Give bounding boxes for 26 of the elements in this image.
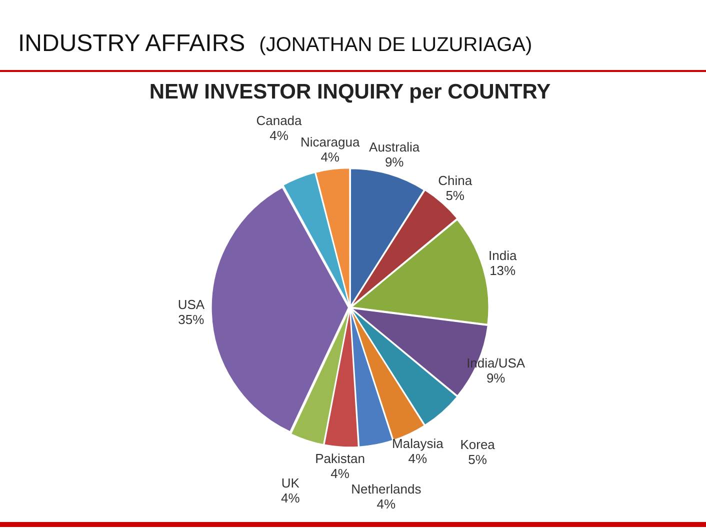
data-label: 4% <box>376 496 396 512</box>
slice-label: UK <box>281 476 300 491</box>
slice-label: Netherlands <box>351 482 422 497</box>
data-label: 9% <box>486 370 506 386</box>
slice-label: Canada <box>256 112 303 128</box>
chart-title: NEW INVESTOR INQUIRY per COUNTRY <box>149 80 551 104</box>
slice-label: India <box>488 248 518 263</box>
slice-label: China <box>438 172 473 188</box>
slice-label: Pakistan <box>315 450 365 466</box>
data-label: 4% <box>330 466 350 481</box>
text: INDUSTRY AFFAIRS <box>18 30 246 57</box>
data-label: 4% <box>408 450 428 466</box>
data-label: 9% <box>384 154 404 170</box>
data-label: 35% <box>178 312 205 328</box>
data-label: 5% <box>468 452 488 467</box>
slice-label: USA <box>178 297 205 312</box>
slice-label: Australia <box>369 140 420 155</box>
slice-label: Korea <box>460 436 496 452</box>
data-label: 4% <box>320 150 340 165</box>
data-label: 13% <box>490 262 516 278</box>
slice-label: Malaysia <box>392 436 444 451</box>
data-label: 4% <box>270 128 289 143</box>
text: (JONATHAN DE LUZURIAGA) <box>259 34 532 56</box>
data-label: 4% <box>280 490 300 506</box>
data-label: 5% <box>446 188 465 203</box>
slice-label: Nicaragua <box>300 134 360 150</box>
